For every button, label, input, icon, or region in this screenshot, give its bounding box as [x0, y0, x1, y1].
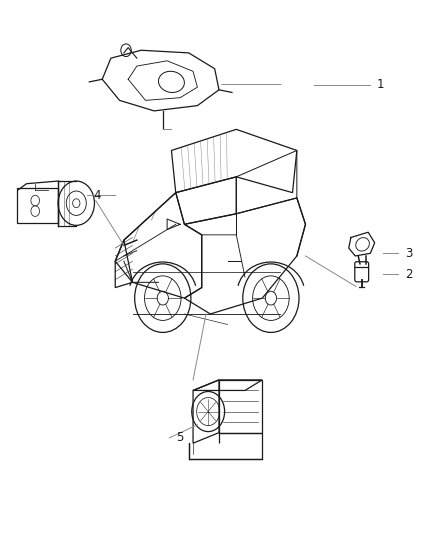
Text: 3: 3 — [405, 247, 412, 260]
Text: 2: 2 — [405, 268, 413, 281]
Text: 5: 5 — [176, 431, 183, 445]
Text: 1: 1 — [377, 78, 384, 91]
Text: 4: 4 — [94, 189, 101, 202]
